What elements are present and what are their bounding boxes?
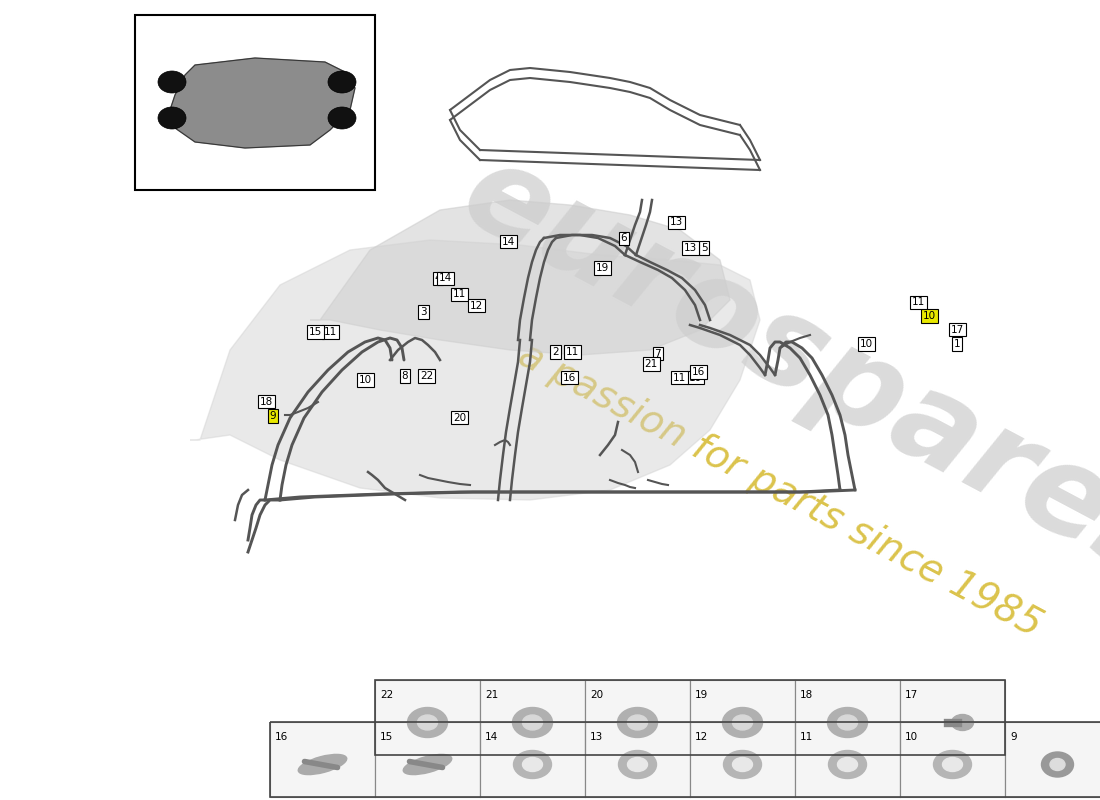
Text: eurospares: eurospares — [442, 131, 1100, 609]
Text: 16: 16 — [563, 373, 576, 382]
Text: 7: 7 — [654, 349, 661, 358]
Text: 6: 6 — [620, 234, 627, 243]
Text: 11: 11 — [323, 327, 337, 337]
Text: 20: 20 — [453, 413, 466, 422]
Ellipse shape — [627, 715, 648, 730]
Text: 11: 11 — [673, 373, 686, 382]
Text: 17: 17 — [950, 325, 964, 334]
Ellipse shape — [837, 758, 858, 771]
Text: 12: 12 — [695, 732, 708, 742]
Ellipse shape — [1042, 752, 1074, 777]
Ellipse shape — [943, 758, 962, 771]
Text: 10: 10 — [923, 311, 936, 321]
Bar — [690, 722, 795, 797]
Ellipse shape — [328, 107, 356, 129]
Bar — [795, 722, 900, 797]
Ellipse shape — [828, 750, 867, 778]
Text: 8: 8 — [402, 371, 408, 381]
Ellipse shape — [1050, 758, 1065, 770]
Bar — [480, 722, 585, 797]
Text: 18: 18 — [260, 397, 273, 406]
Text: 18: 18 — [800, 690, 813, 700]
Text: a passion for parts since 1985: a passion for parts since 1985 — [512, 335, 1048, 645]
Bar — [135, 15, 375, 190]
Ellipse shape — [418, 715, 438, 730]
Ellipse shape — [733, 758, 752, 771]
Bar — [480, 680, 585, 755]
Text: 22: 22 — [379, 690, 394, 700]
Ellipse shape — [724, 750, 761, 778]
Polygon shape — [310, 200, 730, 355]
Polygon shape — [165, 58, 355, 148]
Text: 15: 15 — [309, 327, 322, 337]
Text: 10: 10 — [860, 339, 873, 349]
Text: 11: 11 — [453, 290, 466, 299]
Text: 1: 1 — [954, 339, 960, 349]
Ellipse shape — [522, 758, 542, 771]
Text: 20: 20 — [590, 690, 603, 700]
Text: 10: 10 — [689, 373, 702, 382]
Bar — [900, 680, 1005, 755]
Text: 21: 21 — [485, 690, 498, 700]
Text: 22: 22 — [420, 371, 433, 381]
Text: 16: 16 — [275, 732, 288, 742]
Bar — [270, 722, 1100, 797]
Text: 16: 16 — [692, 367, 705, 377]
Text: 13: 13 — [590, 732, 603, 742]
Ellipse shape — [158, 71, 186, 93]
Ellipse shape — [934, 750, 971, 778]
Text: 9: 9 — [1010, 732, 1016, 742]
Ellipse shape — [404, 754, 452, 774]
Text: 11: 11 — [565, 347, 579, 357]
Text: 19: 19 — [695, 690, 708, 700]
Text: 11: 11 — [800, 732, 813, 742]
Ellipse shape — [407, 707, 448, 738]
Bar — [375, 680, 1005, 755]
Bar — [585, 680, 690, 755]
Text: 10: 10 — [359, 375, 372, 385]
Bar — [795, 680, 900, 755]
Ellipse shape — [627, 758, 648, 771]
Ellipse shape — [723, 707, 762, 738]
Text: 13: 13 — [670, 218, 683, 227]
Text: 3: 3 — [420, 307, 427, 317]
Text: 19: 19 — [596, 263, 609, 273]
Text: 11: 11 — [912, 298, 925, 307]
Text: 14: 14 — [439, 274, 452, 283]
Bar — [585, 722, 690, 797]
Text: 21: 21 — [645, 359, 658, 369]
Ellipse shape — [733, 715, 752, 730]
Ellipse shape — [158, 107, 186, 129]
Bar — [900, 722, 1005, 797]
Text: 17: 17 — [905, 690, 918, 700]
Ellipse shape — [298, 754, 346, 774]
Ellipse shape — [513, 707, 552, 738]
Bar — [375, 680, 480, 755]
Ellipse shape — [837, 715, 858, 730]
Text: 14: 14 — [485, 732, 498, 742]
Polygon shape — [190, 240, 760, 500]
Text: 4: 4 — [434, 274, 441, 283]
Text: 10: 10 — [905, 732, 918, 742]
Text: 15: 15 — [379, 732, 394, 742]
Ellipse shape — [328, 71, 356, 93]
Ellipse shape — [618, 750, 657, 778]
Text: 13: 13 — [684, 243, 697, 253]
Bar — [690, 680, 795, 755]
Text: 5: 5 — [701, 243, 707, 253]
Bar — [270, 722, 375, 797]
Text: 12: 12 — [470, 301, 483, 310]
Text: 2: 2 — [552, 347, 559, 357]
Ellipse shape — [952, 714, 974, 730]
Ellipse shape — [514, 750, 551, 778]
Ellipse shape — [617, 707, 658, 738]
Ellipse shape — [827, 707, 868, 738]
Bar — [375, 722, 480, 797]
Ellipse shape — [522, 715, 542, 730]
Bar — [1005, 722, 1100, 797]
Text: 14: 14 — [502, 237, 515, 246]
Text: 9: 9 — [270, 411, 276, 421]
